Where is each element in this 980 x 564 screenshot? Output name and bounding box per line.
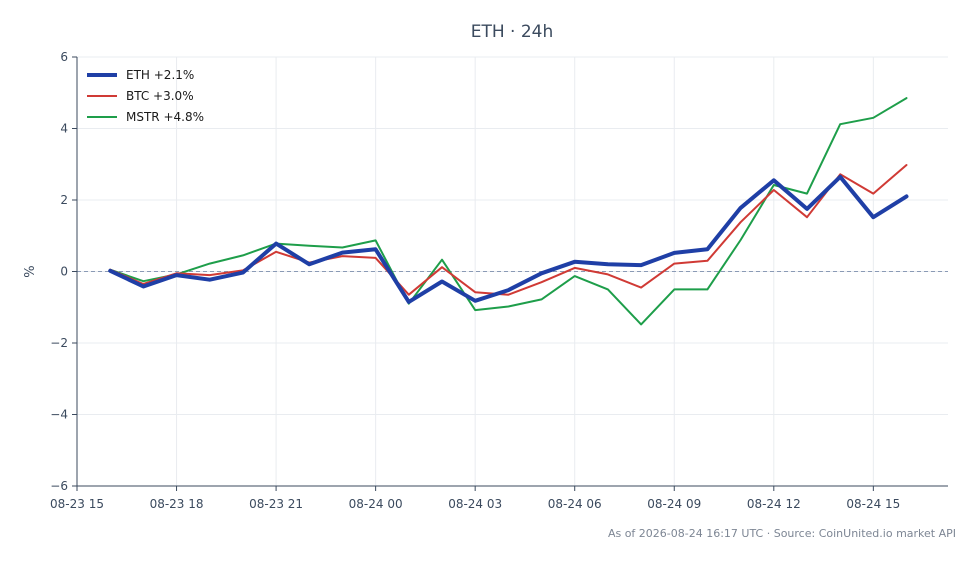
series-line-1: [108, 174, 909, 304]
y-axis-ticks: −6 −4 −2 0 2 4 6: [50, 50, 77, 493]
legend-label: MSTR +4.8%: [126, 110, 204, 124]
x-tick-label: 08-24 12: [747, 497, 801, 511]
x-tick-label: 08-24 06: [548, 497, 602, 511]
x-tick-label: 08-24 15: [846, 497, 900, 511]
chart-title: ETH · 24h: [471, 22, 554, 42]
y-tick-label: 4: [60, 122, 68, 136]
series-line-3: [109, 97, 908, 326]
legend-label: ETH +2.1%: [126, 68, 194, 82]
x-tick-label: 08-24 03: [448, 497, 502, 511]
x-tick-label: 08-24 00: [349, 497, 403, 511]
x-tick-label: 08-24 09: [647, 497, 701, 511]
footer-source-note: As of 2026-08-24 16:17 UTC · Source: Coi…: [608, 527, 956, 540]
x-tick-label: 08-23 18: [150, 497, 204, 511]
series-lines: [108, 97, 909, 326]
x-tick-label: 08-23 15: [50, 497, 104, 511]
y-tick-label: 6: [60, 50, 68, 64]
legend-label: BTC +3.0%: [126, 89, 194, 103]
y-tick-label: 2: [60, 193, 68, 207]
x-axis-ticks: 08-23 15 08-23 18 08-23 21 08-24 00 08-24 03…: [50, 486, 900, 511]
x-tick-label: 08-23 21: [249, 497, 303, 511]
legend: ETH +2.1% BTC +3.0% MSTR +4.8%: [87, 68, 204, 124]
y-axis-label: %: [23, 265, 38, 277]
y-tick-label: −6: [50, 479, 68, 493]
y-tick-label: 0: [60, 265, 68, 279]
y-tick-label: −2: [50, 336, 68, 350]
y-tick-label: −4: [50, 408, 68, 422]
